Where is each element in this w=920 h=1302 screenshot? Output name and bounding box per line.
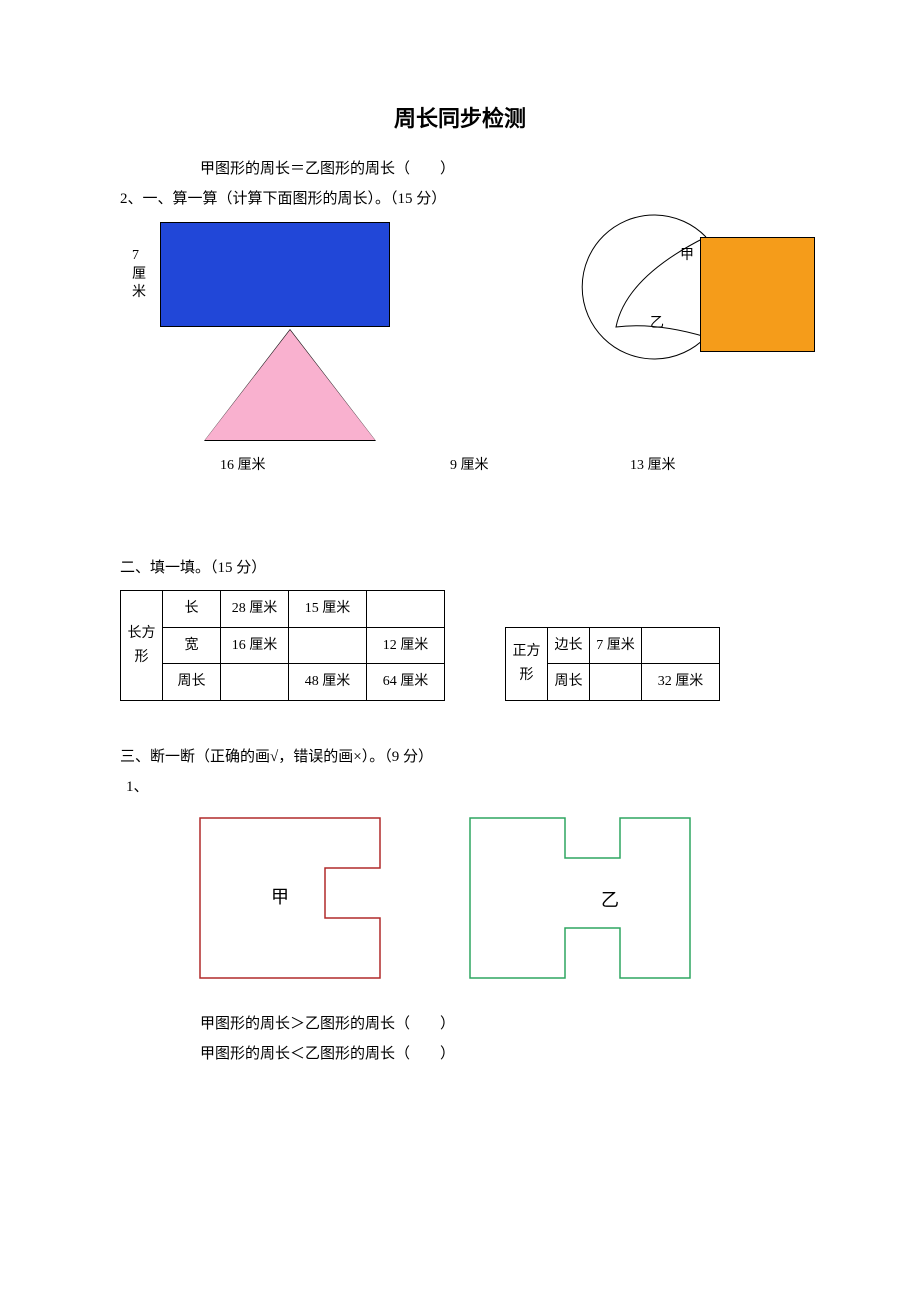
tbl1-r0-c3	[367, 590, 445, 627]
section2-tables: 长方形 长 28 厘米 15 厘米 宽 16 厘米 12 厘米 周长 48 厘米…	[120, 590, 800, 701]
statement-greater: 甲图形的周长＞乙图形的周长（ ）	[120, 1012, 800, 1038]
tbl1-r2-c2: 48 厘米	[289, 664, 367, 701]
section3-heading: 三、断一断（正确的画√，错误的画×）。（9 分）	[120, 745, 800, 771]
tbl2-r0-label: 边长	[548, 627, 590, 664]
tbl1-header: 长方形	[121, 590, 163, 700]
region-yi-label: 乙	[650, 312, 664, 336]
tbl2-r1-c2: 32 厘米	[642, 664, 720, 701]
blue-rectangle	[160, 222, 390, 327]
tbl1-r0-c1: 28 厘米	[221, 590, 289, 627]
tbl1-r0-label: 长	[163, 590, 221, 627]
tbl2-header: 正方形	[506, 627, 548, 701]
tbl2-r0-c2	[642, 627, 720, 664]
svg-text:甲: 甲	[271, 887, 289, 907]
tbl2-r1-label: 周长	[548, 664, 590, 701]
shape-yi: 乙	[460, 808, 700, 988]
label-16cm: 16 厘米	[220, 454, 266, 478]
page-title: 周长同步检测	[120, 100, 800, 137]
section2-heading: 二、填一填。（15 分）	[120, 556, 800, 582]
table-rectangle: 长方形 长 28 厘米 15 厘米 宽 16 厘米 12 厘米 周长 48 厘米…	[120, 590, 445, 701]
tbl1-r1-c1: 16 厘米	[221, 627, 289, 664]
tbl1-r1-label: 宽	[163, 627, 221, 664]
label-9cm: 9 厘米	[450, 454, 489, 478]
orange-square	[700, 237, 815, 352]
tbl1-r1-c3: 12 厘米	[367, 627, 445, 664]
table-square: 正方形 边长 7 厘米 周长 32 厘米	[505, 627, 720, 702]
section1-figures: 7 厘 米 甲 乙 16 厘米 9 厘米 13 厘米	[120, 222, 800, 512]
section3-shapes: 甲 乙	[120, 808, 800, 1008]
tbl1-r2-c3: 64 厘米	[367, 664, 445, 701]
tbl1-r2-c1	[221, 664, 289, 701]
tbl2-r1-c1	[590, 664, 642, 701]
region-jia-label: 甲	[680, 244, 694, 268]
tbl2-r0-c1: 7 厘米	[590, 627, 642, 664]
rect-side-label: 7 厘 米	[132, 247, 146, 302]
pink-triangle	[205, 330, 375, 440]
label-13cm: 13 厘米	[630, 454, 676, 478]
statement-equal: 甲图形的周长＝乙图形的周长（ ）	[120, 157, 800, 183]
statement-less: 甲图形的周长＜乙图形的周长（ ）	[120, 1042, 800, 1068]
tbl1-r0-c2: 15 厘米	[289, 590, 367, 627]
shape-jia: 甲	[190, 808, 390, 988]
tbl1-r1-c2	[289, 627, 367, 664]
tbl1-r2-label: 周长	[163, 664, 221, 701]
section3-item1-no: 1、	[120, 775, 800, 801]
svg-text:乙: 乙	[601, 890, 619, 910]
